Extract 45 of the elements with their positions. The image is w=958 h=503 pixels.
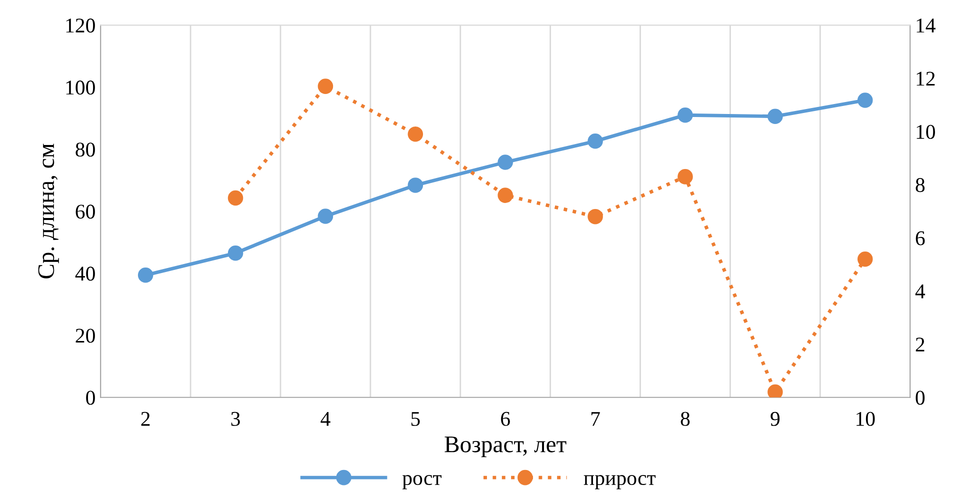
y-tick-label: 20 [76, 328, 95, 343]
y-tick-label: 0 [86, 390, 95, 405]
point [857, 92, 873, 108]
point [588, 134, 603, 149]
point [498, 154, 513, 170]
point [678, 169, 693, 184]
y2-tick-label: 10 [916, 124, 935, 139]
y2-tick-label: 8 [916, 178, 925, 192]
x-tick-label: 2 [141, 412, 150, 426]
point [678, 107, 693, 123]
x-tick-label: 3 [231, 412, 240, 426]
point [228, 245, 244, 261]
x-axis-title: Возраст, лет [444, 436, 566, 458]
y-tick-label: 80 [76, 142, 95, 157]
point [498, 188, 513, 203]
point [588, 208, 603, 224]
y-tick-label: 60 [76, 204, 95, 219]
y-tick-label: 100 [66, 80, 95, 95]
y-tick-label: 40 [75, 266, 95, 281]
y2-tick-label: 12 [916, 72, 935, 86]
x-tick-label: 8 [680, 412, 690, 426]
y2-tick-label: 6 [916, 231, 925, 246]
x-tick-label: 6 [501, 412, 510, 426]
x-tick-label: 4 [320, 412, 330, 426]
x-tick-label: 5 [411, 412, 420, 426]
x-tick-label: 9 [770, 412, 780, 426]
point [768, 384, 783, 398]
y2-tick-label: 2 [916, 338, 924, 352]
x-tick-label: 7 [591, 412, 600, 426]
y2-tick-label: 0 [916, 390, 925, 405]
x-tick-label: 10 [856, 412, 875, 426]
point [408, 178, 424, 193]
point [408, 126, 424, 142]
point [318, 208, 334, 224]
point [857, 251, 873, 267]
y-axis-title: Ср. длина, см [38, 144, 59, 278]
legend-label: прирост [584, 475, 656, 490]
y-tick-label: 120 [66, 18, 95, 33]
point [768, 108, 783, 124]
y2-tick-label: 14 [916, 18, 936, 32]
point [138, 268, 154, 283]
point [228, 190, 244, 206]
legend-label: рост [402, 475, 442, 490]
y2-tick-label: 4 [915, 284, 926, 298]
point [318, 78, 334, 94]
